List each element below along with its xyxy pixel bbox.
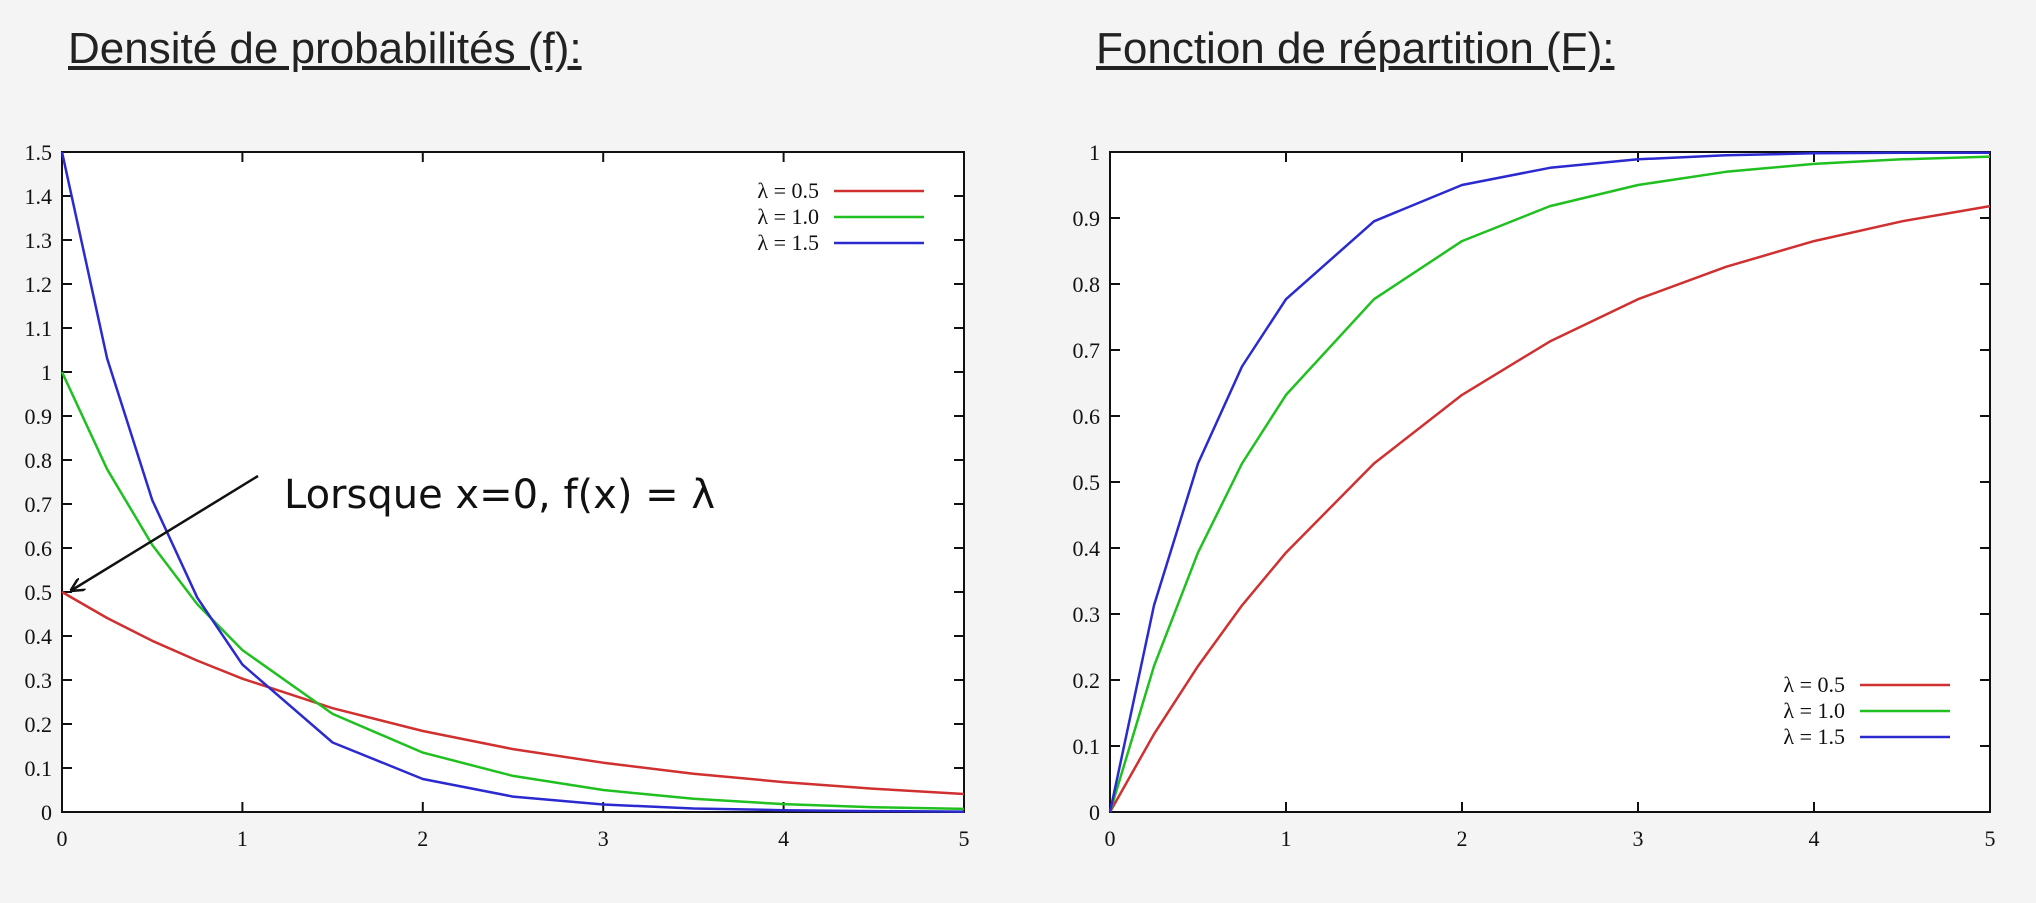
x-tick-label: 0 (57, 826, 68, 851)
x-tick-label: 3 (598, 826, 609, 851)
legend-label: λ = 0.5 (757, 178, 819, 203)
x-tick-label: 5 (1985, 826, 1996, 851)
y-tick-label: 0.8 (25, 448, 53, 473)
series-line-0 (61, 590, 965, 796)
y-tick-label: 1 (41, 360, 52, 385)
series-line-1 (1108, 155, 1991, 813)
y-tick-label: 1.1 (25, 316, 53, 341)
x-tick-label: 4 (1809, 826, 1820, 851)
y-tick-label: 0.6 (25, 536, 53, 561)
plot-frame (1109, 151, 1991, 813)
annotation-arrow (72, 474, 259, 590)
series-line-2 (1108, 151, 1990, 813)
y-tick-label: 1.2 (25, 272, 53, 297)
x-tick-label: 5 (959, 826, 970, 851)
plot-frame (61, 151, 965, 813)
legend-label: λ = 1.0 (757, 204, 819, 229)
cdf-chart: 0 1 2 3 4 5 0 0.1 0.2 0.3 0.4 0.5 0.6 0.7 0.8 0.9 1 λ = 0… (1073, 140, 1996, 851)
legend-label: λ = 0.5 (1783, 672, 1845, 697)
y-tick-label: 0.2 (25, 712, 53, 737)
x-tick-label: 2 (417, 826, 428, 851)
y-tick-label: 0 (1089, 800, 1100, 825)
y-tick-label: 1.5 (25, 140, 53, 165)
y-tick-label: 0.8 (1073, 272, 1101, 297)
y-tick-label: 0.5 (25, 580, 53, 605)
y-tick-label: 1 (1089, 140, 1100, 165)
y-tick-label: 0.7 (25, 492, 53, 517)
y-tick-label: 0.1 (1073, 734, 1101, 759)
series-line-0 (1108, 204, 1991, 813)
x-tick-label: 1 (237, 826, 248, 851)
chart-title-cdf: Fonction de répartition (F): (1096, 24, 1615, 73)
y-tick-label: 1.4 (25, 184, 53, 209)
y-tick-label: 0.5 (1073, 470, 1101, 495)
y-tick-label: 0.4 (1073, 536, 1101, 561)
y-tick-label: 0.7 (1073, 338, 1101, 363)
legend-label: λ = 1.5 (1783, 724, 1845, 749)
x-tick-label: 0 (1105, 826, 1116, 851)
y-tick-label: 0.2 (1073, 668, 1101, 693)
series-line-2 (60, 151, 965, 813)
y-tick-label: 0.4 (25, 624, 53, 649)
y-tick-label: 0.1 (25, 756, 53, 781)
legend-label: λ = 1.0 (1783, 698, 1845, 723)
y-tick-label: 0 (41, 800, 52, 825)
y-tick-label: 0.3 (1073, 602, 1101, 627)
y-tick-label: 0.9 (1073, 206, 1101, 231)
x-tick-label: 3 (1633, 826, 1644, 851)
y-tick-label: 0.3 (25, 668, 53, 693)
annotation-text: Lorsque x=0, f(x) = λ (284, 472, 715, 518)
y-tick-label: 0.9 (25, 404, 53, 429)
x-tick-label: 4 (778, 826, 789, 851)
x-tick-label: 2 (1457, 826, 1468, 851)
legend-label: λ = 1.5 (757, 230, 819, 255)
chart-title-density: Densité de probabilités (f): (68, 24, 582, 73)
y-tick-label: 0.6 (1073, 404, 1101, 429)
y-tick-label: 1.3 (25, 228, 53, 253)
series-line-1 (60, 371, 965, 811)
x-tick-label: 1 (1281, 826, 1292, 851)
density-chart: 0 1 2 3 4 5 0 0.1 0.2 0.3 0.4 0.5 0.6 0.7 0.8 0.9 1 1.1 1.… (25, 140, 970, 851)
